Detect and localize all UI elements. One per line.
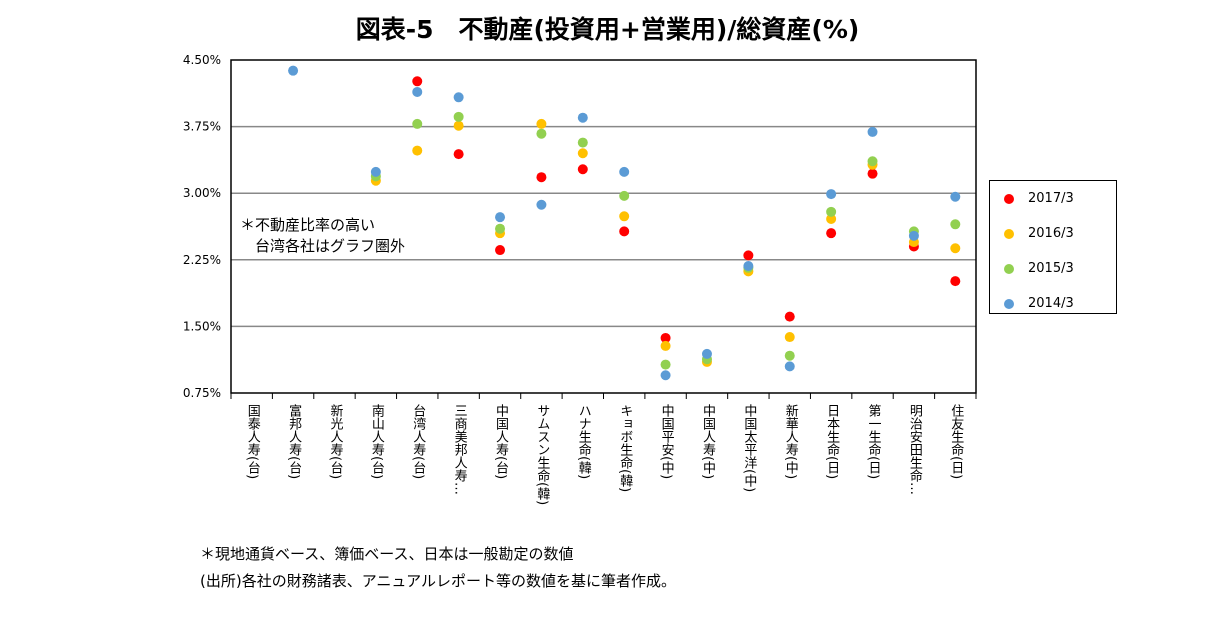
data-point-2017-3	[412, 76, 423, 87]
x-tick-label: 台湾人寿(台)	[410, 404, 426, 480]
legend-marker	[1004, 298, 1014, 309]
x-tick-label: 中国太平洋(中)	[741, 404, 757, 493]
x-tick-label: 中国人寿(台)	[493, 404, 509, 480]
data-point-2014-3	[743, 261, 754, 272]
x-tick-label: 中国人寿(中)	[699, 404, 715, 480]
data-point-2015-3	[495, 223, 506, 234]
data-point-2014-3	[370, 166, 381, 177]
data-point-2014-3	[908, 230, 919, 241]
legend-label: 2014/3	[1028, 296, 1074, 311]
x-tick-label: サムスン生命(韓)	[534, 404, 550, 506]
data-point-2014-3	[288, 65, 299, 76]
x-tick-label: 明治安田生命…	[906, 404, 922, 495]
data-point-2014-3	[784, 361, 795, 372]
x-tick-label: 南山人寿(台)	[368, 404, 384, 480]
data-point-2015-3	[577, 137, 588, 148]
x-tick-label: 住友生命(日)	[948, 404, 964, 480]
data-point-2014-3	[536, 199, 547, 210]
data-point-2014-3	[950, 191, 961, 202]
y-tick-label: 2.25%	[183, 253, 221, 267]
data-point-2017-3	[495, 245, 506, 256]
x-tick-label: 三商美邦人寿…	[451, 404, 467, 495]
data-point-2014-3	[577, 112, 588, 123]
x-tick-label: 中国平安(中)	[658, 404, 674, 480]
chart-title: 図表-5 不動産(投資用+営業用)/総資産(%)	[355, 15, 860, 44]
x-tick-label: 新光人寿(台)	[327, 404, 343, 480]
annotation-line-2: 台湾各社はグラフ圏外	[240, 237, 406, 255]
legend-item: 2016/3	[1004, 226, 1074, 241]
legend-label: 2015/3	[1028, 261, 1074, 276]
y-tick-label: 4.50%	[183, 53, 221, 67]
legend-item: 2017/3	[1004, 191, 1074, 206]
x-tick-label: ハナ生命(韓)	[575, 404, 591, 480]
data-point-2017-3	[453, 149, 464, 160]
data-point-2016-3	[660, 340, 671, 351]
data-point-2015-3	[950, 219, 961, 230]
data-point-2015-3	[619, 190, 630, 201]
data-point-2014-3	[495, 212, 506, 223]
data-point-2017-3	[950, 276, 961, 287]
x-tick-label: 新華人寿(中)	[782, 404, 798, 480]
data-point-2017-3	[536, 172, 547, 183]
data-point-2014-3	[453, 92, 464, 103]
data-point-2016-3	[577, 148, 588, 159]
x-tick-label: 日本生命(日)	[824, 404, 840, 480]
data-point-2014-3	[660, 370, 671, 381]
footnote: ＊現地通貨ベース、簿価ベース、日本は一般勘定の数値	[200, 545, 574, 563]
data-point-2015-3	[536, 128, 547, 139]
data-point-2016-3	[784, 332, 795, 343]
data-point-2015-3	[660, 359, 671, 370]
data-point-2016-3	[826, 213, 837, 224]
legend: 2017/3 2016/3 2015/3 2014/3	[989, 180, 1117, 314]
data-point-2015-3	[826, 206, 837, 217]
legend-marker	[1004, 263, 1014, 274]
data-point-2017-3	[743, 250, 754, 261]
data-point-2014-3	[826, 189, 837, 200]
data-point-2017-3	[867, 168, 878, 179]
data-point-2017-3	[660, 332, 671, 343]
data-point-2015-3	[867, 156, 878, 167]
data-point-2016-3	[453, 120, 464, 131]
data-point-2015-3	[784, 350, 795, 361]
data-point-2016-3	[619, 211, 630, 222]
data-point-2015-3	[453, 111, 464, 122]
legend-label: 2016/3	[1028, 226, 1074, 241]
legend-marker	[1004, 228, 1014, 239]
legend-label: 2017/3	[1028, 191, 1074, 206]
annotation: ＊不動産比率の高い 台湾各社はグラフ圏外	[240, 215, 405, 257]
data-point-2016-3	[950, 243, 961, 254]
y-tick-label: 1.50%	[183, 319, 221, 333]
legend-item: 2014/3	[1004, 296, 1074, 311]
x-tick-label: キョボ生命(韓)	[617, 404, 633, 493]
data-point-2015-3	[412, 118, 423, 129]
legend-item: 2015/3	[1004, 261, 1074, 276]
data-point-2017-3	[826, 228, 837, 239]
annotation-line-1: ＊不動産比率の高い	[240, 216, 376, 234]
x-tick-label: 第一生命(日)	[865, 404, 881, 480]
data-point-2017-3	[577, 164, 588, 175]
source-note: (出所)各社の財務諸表、アニュアルレポート等の数値を基に筆者作成。	[200, 572, 676, 590]
data-point-2016-3	[536, 118, 547, 129]
data-point-2014-3	[867, 126, 878, 137]
data-point-2016-3	[412, 145, 423, 156]
y-tick-label: 0.75%	[183, 386, 221, 400]
data-point-2017-3	[619, 226, 630, 237]
y-tick-label: 3.00%	[183, 186, 221, 200]
data-point-2014-3	[619, 166, 630, 177]
data-point-2014-3	[412, 86, 423, 97]
legend-marker	[1004, 193, 1014, 204]
y-tick-label: 3.75%	[183, 120, 221, 134]
x-tick-label: 国泰人寿(台)	[244, 404, 260, 480]
data-point-2014-3	[701, 348, 712, 359]
data-point-2017-3	[784, 311, 795, 322]
x-tick-label: 富邦人寿(台)	[286, 404, 302, 480]
